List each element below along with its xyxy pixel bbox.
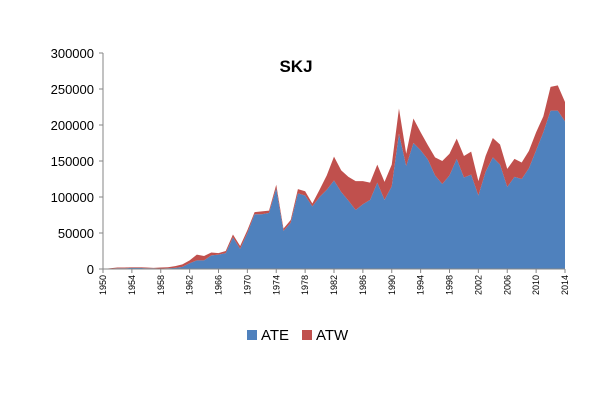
x-tick-label: 1954 — [127, 275, 137, 295]
area-series-atw — [103, 85, 565, 270]
x-tick-label: 2002 — [473, 275, 483, 295]
x-tick-label: 1982 — [329, 275, 339, 295]
x-tick-label: 2006 — [502, 275, 512, 295]
x-tick-label: 1958 — [156, 275, 166, 295]
x-tick-label: 1990 — [387, 275, 397, 295]
x-tick-label: 1974 — [271, 275, 281, 295]
y-axis: 0 50000 100000 150000 200000 250000 300000 — [51, 46, 104, 277]
x-tick-label: 1950 — [98, 275, 108, 295]
x-tick-label: 1986 — [358, 275, 368, 295]
x-tick-label: 1998 — [445, 275, 455, 295]
area-series-ate — [103, 110, 565, 269]
x-tick-label: 1966 — [214, 275, 224, 295]
y-tick-label: 200000 — [51, 118, 94, 133]
chart-title: SKJ — [279, 57, 312, 76]
x-tick-label: 1970 — [242, 275, 252, 295]
x-tick-label: 1994 — [416, 275, 426, 295]
y-tick-label: 50000 — [58, 226, 94, 241]
y-tick-label: 150000 — [51, 154, 94, 169]
y-tick-label: 100000 — [51, 190, 94, 205]
legend-label-atw: ATW — [316, 327, 349, 344]
legend-swatch-ate — [247, 330, 257, 340]
plot-area — [103, 85, 565, 270]
legend-label-ate: ATE — [261, 327, 289, 344]
x-tick-label: 2010 — [531, 275, 541, 295]
x-tick-label: 1978 — [300, 275, 310, 295]
legend-swatch-atw — [302, 330, 312, 340]
y-tick-label: 0 — [87, 262, 94, 277]
y-tick-label: 250000 — [51, 82, 94, 97]
x-tick-label: 1962 — [185, 275, 195, 295]
x-axis: 1950 1954 1958 1962 1966 1970 1974 1978 1982 1986… — [98, 268, 570, 295]
x-tick-label: 2014 — [560, 275, 570, 295]
y-tick-label: 300000 — [51, 46, 94, 61]
legend: ATE ATW — [247, 327, 349, 344]
